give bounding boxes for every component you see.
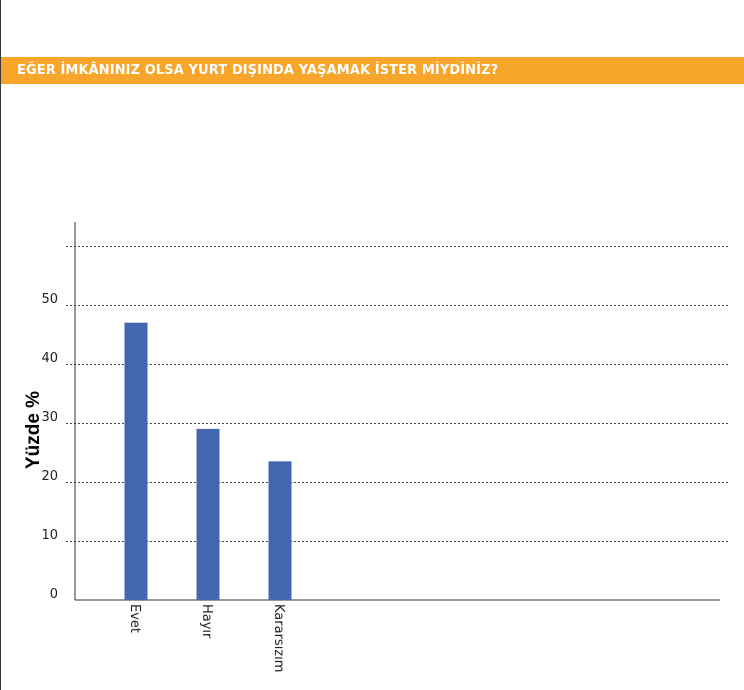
- y-tick-labels: 0 10 20 30 40 50: [41, 292, 58, 602]
- chart-title: EĞER İMKÂNINIZ OLSA YURT DIŞINDA YAŞAMAK…: [17, 63, 499, 78]
- y-tick-label: 20: [41, 469, 58, 484]
- y-tick-label: 0: [50, 587, 58, 602]
- y-tick-label: 50: [41, 292, 58, 307]
- y-tick-label: 40: [41, 351, 58, 366]
- bars: [124, 322, 292, 600]
- y-tick-label: 30: [41, 410, 58, 425]
- title-banner: EĞER İMKÂNINIZ OLSA YURT DIŞINDA YAŞAMAK…: [1, 57, 744, 84]
- y-tick-label: 10: [41, 528, 58, 543]
- grid-lines: [66, 246, 730, 542]
- axes: [74, 222, 720, 601]
- x-category-label: Evet: [127, 604, 142, 633]
- x-category-labels: Evet Hayır Kararsızım: [127, 604, 286, 672]
- y-axis-label: Yüzde %: [23, 391, 44, 469]
- bar-evet: [124, 322, 148, 600]
- bar-kararsızım: [268, 461, 292, 600]
- x-category-label: Kararsızım: [271, 604, 286, 672]
- bar-hayır: [196, 428, 220, 600]
- x-category-label: Hayır: [199, 604, 214, 639]
